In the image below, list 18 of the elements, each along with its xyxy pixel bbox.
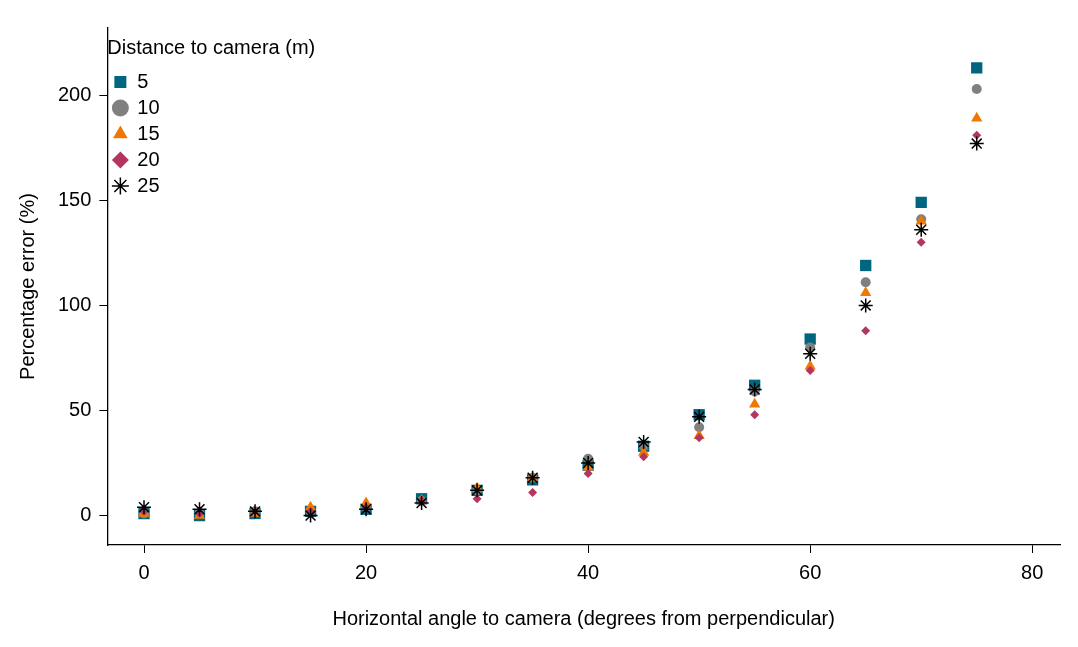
y-tick-label: 100 — [57, 292, 92, 315]
legend-title: Distance to camera (m) — [107, 35, 316, 58]
legend-label: 10 — [137, 95, 160, 118]
legend-label: 5 — [137, 69, 149, 92]
x-tick-label: 60 — [799, 560, 822, 583]
legend-label: 15 — [137, 121, 160, 144]
x-axis-title: Horizontal angle to camera (degrees from perpendicular) — [332, 606, 835, 629]
x-tick-label: 80 — [1021, 560, 1044, 583]
x-tick-label: 40 — [577, 560, 600, 583]
x-tick-label: 20 — [354, 560, 378, 583]
y-tick-label: 0 — [80, 503, 92, 526]
legend-label: 25 — [137, 173, 160, 196]
y-tick-label: 150 — [57, 187, 92, 210]
x-tick-label: 0 — [138, 560, 150, 583]
y-axis-title: Percentage error (%) — [15, 193, 38, 380]
legend-label: 20 — [137, 147, 160, 170]
y-tick-label: 50 — [69, 398, 92, 421]
y-tick-label: 200 — [57, 82, 92, 105]
